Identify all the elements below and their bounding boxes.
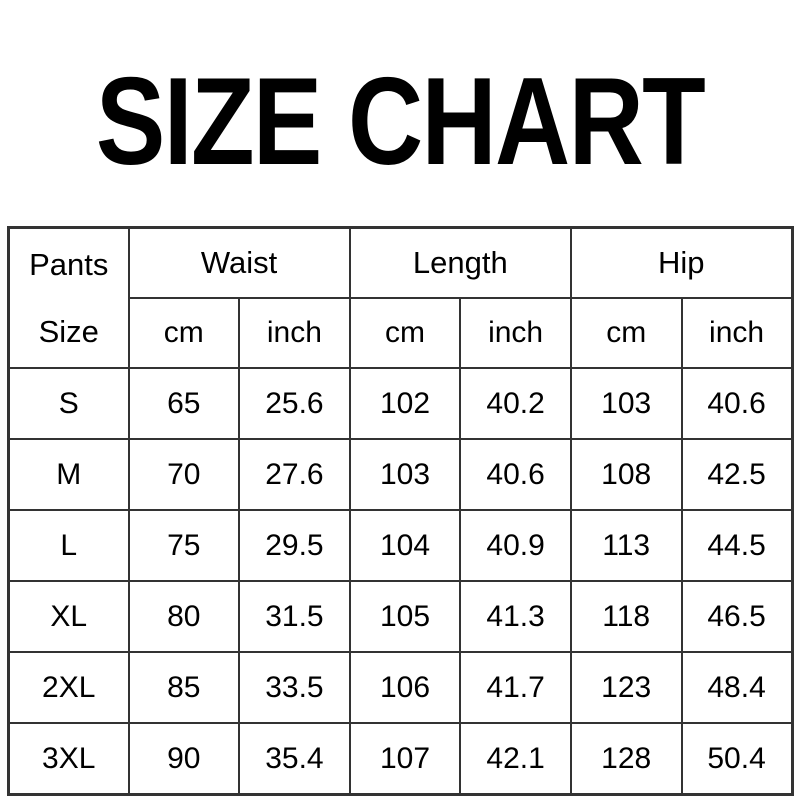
unit-header-hip-inch: inch <box>680 297 794 369</box>
header-unit-row: cm inch cm inch cm inch <box>9 297 794 369</box>
size-cell: L <box>7 509 130 582</box>
unit-header-waist-cm: cm <box>127 297 241 369</box>
value-cell: 75 <box>127 509 241 582</box>
size-cell: M <box>7 438 130 511</box>
value-cell: 70 <box>127 438 241 511</box>
group-header-length: Length <box>348 226 572 299</box>
value-cell: 103 <box>348 438 462 511</box>
value-cell: 29.5 <box>238 509 351 582</box>
value-cell: 25.6 <box>238 367 351 440</box>
value-cell: 42.1 <box>459 722 572 796</box>
table-row-l: L 75 29.5 104 40.9 113 44.5 <box>7 509 794 582</box>
value-cell: 118 <box>569 580 683 653</box>
value-cell: 105 <box>348 580 462 653</box>
value-cell: 123 <box>569 651 683 724</box>
value-cell: 50.4 <box>680 722 794 796</box>
unit-header-length-cm: cm <box>348 297 462 369</box>
size-chart-table: Pants Size Waist Length Hip cm inch cm i… <box>7 226 794 796</box>
page-title: SIZE CHART <box>95 53 706 191</box>
table-row-2xl: 2XL 85 33.5 106 41.7 123 48.4 <box>7 651 794 724</box>
header-group-row: Pants Size Waist Length Hip <box>7 226 794 369</box>
value-cell: 31.5 <box>238 580 351 653</box>
corner-header-pants-size: Pants Size <box>7 226 130 369</box>
value-cell: 46.5 <box>680 580 794 653</box>
value-cell: 35.4 <box>238 722 351 796</box>
group-header-waist: Waist <box>127 226 351 299</box>
value-cell: 48.4 <box>680 651 794 724</box>
value-cell: 40.6 <box>459 438 572 511</box>
value-cell: 27.6 <box>238 438 351 511</box>
value-cell: 108 <box>569 438 683 511</box>
value-cell: 102 <box>348 367 462 440</box>
value-cell: 40.6 <box>680 367 794 440</box>
table-row-s: S 65 25.6 102 40.2 103 40.6 <box>7 367 794 440</box>
corner-header-line2: Size <box>38 313 99 349</box>
size-cell: XL <box>7 580 130 653</box>
table-row-xl: XL 80 31.5 105 41.3 118 46.5 <box>7 580 794 653</box>
table-row-m: M 70 27.6 103 40.6 108 42.5 <box>7 438 794 511</box>
value-cell: 103 <box>569 367 683 440</box>
unit-header-waist-inch: inch <box>238 297 351 369</box>
group-header-hip: Hip <box>569 226 794 299</box>
value-cell: 106 <box>348 651 462 724</box>
corner-header-line1: Pants <box>29 246 109 282</box>
title-container: SIZE CHART <box>0 60 800 184</box>
unit-header-hip-cm: cm <box>569 297 683 369</box>
size-cell: S <box>7 367 130 440</box>
value-cell: 40.2 <box>459 367 572 440</box>
value-cell: 128 <box>569 722 683 796</box>
value-cell: 113 <box>569 509 683 582</box>
size-cell: 3XL <box>7 722 130 796</box>
value-cell: 33.5 <box>238 651 351 724</box>
value-cell: 41.7 <box>459 651 572 724</box>
table-row-3xl: 3XL 90 35.4 107 42.1 128 50.4 <box>7 722 794 796</box>
value-cell: 90 <box>127 722 241 796</box>
value-cell: 40.9 <box>459 509 572 582</box>
value-cell: 104 <box>348 509 462 582</box>
value-cell: 65 <box>127 367 241 440</box>
value-cell: 42.5 <box>680 438 794 511</box>
value-cell: 85 <box>127 651 241 724</box>
unit-header-length-inch: inch <box>459 297 572 369</box>
value-cell: 44.5 <box>680 509 794 582</box>
value-cell: 41.3 <box>459 580 572 653</box>
size-cell: 2XL <box>7 651 130 724</box>
value-cell: 107 <box>348 722 462 796</box>
value-cell: 80 <box>127 580 241 653</box>
